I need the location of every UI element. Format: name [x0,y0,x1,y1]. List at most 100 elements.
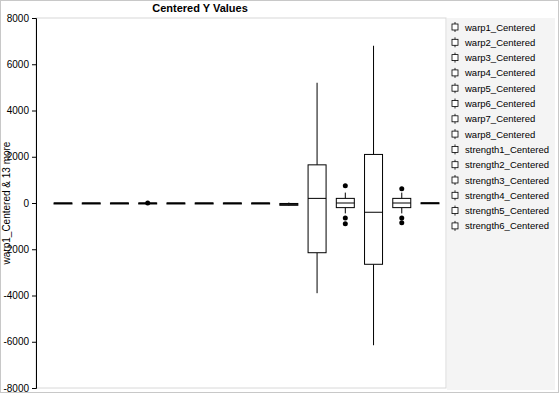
y-tick-label: -2000 [3,244,29,255]
median [336,203,354,204]
y-tick-mark [32,18,36,19]
legend-label: warp8_Centered [464,129,535,140]
y-tick-label: 4000 [7,105,30,116]
legend-item[interactable]: warp4_Centered [452,67,535,78]
legend-icon [452,101,458,107]
lower-whisker [401,208,402,214]
y-tick-label: 8000 [7,13,30,24]
lower-whisker [317,253,318,293]
y-tick-label: 2000 [7,151,30,162]
box [393,198,411,207]
outlier [343,221,348,226]
box [252,203,270,204]
median [308,198,326,199]
y-tick: -4000 [3,290,36,301]
y-axis: -8000 -6000 -4000 -2000 0 2000 4000 6000 8000 [3,13,36,393]
box-plot [223,203,241,204]
median [223,203,241,204]
legend-label: warp1_Centered [464,22,535,33]
median [195,203,213,204]
legend-item[interactable]: strength6_Centered [452,220,549,231]
legend-item[interactable]: warp7_Centered [452,113,535,124]
chart: Centered Y Valueswarp1_Centered & 13 mor… [0,0,559,393]
box [54,203,72,204]
box [82,203,100,204]
box-plot [82,203,100,204]
box [365,154,383,264]
y-tick-label: -4000 [3,290,29,301]
legend-label: warp7_Centered [464,113,535,124]
title: Centered Y Values [152,2,248,14]
y-tick: -8000 [3,383,36,393]
box [195,203,213,204]
median [167,203,185,204]
legend-icon [452,146,458,152]
y-tick: -2000 [3,244,36,255]
legend-item[interactable]: strength4_Centered [452,190,549,201]
box-plot [421,203,439,204]
legend-label: strength1_Centered [465,144,549,155]
plot-frame [36,18,446,388]
legend-label: strength6_Centered [465,220,549,231]
box-plot [365,46,383,345]
median [421,203,439,204]
upper-whisker [345,193,346,199]
legend-label: strength3_Centered [465,175,549,186]
y-tick-mark [32,249,36,250]
legend-icon [452,223,458,229]
median [82,203,100,204]
y-tick-label: 0 [23,198,29,209]
y-tick-mark [32,203,36,204]
y-tick: -6000 [3,336,36,347]
median [110,203,128,204]
legend-item[interactable]: strength2_Centered [452,159,549,170]
upper-whisker [373,46,374,155]
legend-item[interactable]: warp5_Centered [452,83,535,94]
box-plot [252,203,270,204]
y-tick-mark [32,342,36,343]
legend-label: strength5_Centered [465,205,549,216]
frame [1,1,559,393]
median [365,212,383,213]
box [167,203,185,204]
legend-item[interactable]: warp8_Centered [452,129,535,140]
legend-icon [452,39,458,45]
legend-item[interactable]: warp2_Centered [452,37,535,48]
box [336,198,354,207]
upper-whisker [317,83,318,165]
box-plot [308,83,326,293]
legend-item[interactable]: warp6_Centered [452,98,535,109]
legend-item[interactable]: strength5_Centered [452,205,549,216]
outlier [145,200,150,205]
box [110,203,128,204]
lower-whisker [345,208,346,214]
legend-icon [452,208,458,214]
legend-background [447,18,555,390]
legend-label: warp4_Centered [464,67,535,78]
legend-label: warp5_Centered [464,83,535,94]
legend: warp1_Centered warp2_Centered warp3_Center… [452,22,549,232]
y-tick-mark [32,111,36,112]
legend-item[interactable]: strength1_Centered [452,144,549,155]
box-plot [393,186,411,225]
box-plot [54,203,72,204]
marks [54,46,439,345]
legend-icon [452,55,458,61]
legend-item[interactable]: strength3_Centered [452,175,549,186]
legend-item[interactable]: warp1_Centered [452,22,535,33]
y-tick: 2000 [7,151,36,162]
outlier [399,220,404,225]
legend-item[interactable]: warp3_Centered [452,52,535,63]
y-tick-label: -8000 [3,383,29,393]
legend-icon [452,24,458,30]
upper-whisker [401,193,402,199]
box-plot [139,200,157,205]
lower-whisker [373,264,374,345]
y-tick-label: 6000 [7,59,30,70]
y-tick: 6000 [7,59,36,70]
legend-icon [452,70,458,76]
legend-icon [452,116,458,122]
y-tick-mark [32,296,36,297]
box [223,203,241,204]
box [421,203,439,204]
